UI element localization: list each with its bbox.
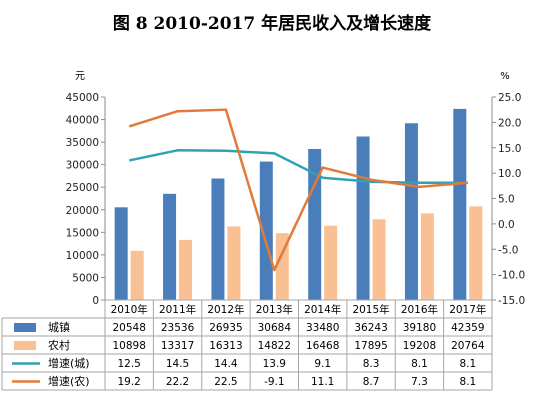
- bar-urban: [211, 178, 225, 300]
- line-series: [128, 108, 468, 272]
- right-axis-unit: %: [500, 71, 510, 82]
- table-value: 8.1: [459, 376, 476, 388]
- legend-swatch: [14, 341, 36, 350]
- chart-title: 图 8 2010-2017 年居民收入及增长速度: [113, 13, 432, 34]
- table-value: 10898: [112, 340, 145, 352]
- table-value: 22.5: [214, 376, 237, 388]
- table-value: 16468: [306, 340, 339, 352]
- bar-urban: [356, 136, 370, 300]
- table-value: 36243: [354, 322, 387, 334]
- right-tick-label: 0.0: [498, 219, 515, 231]
- plot-frame: [104, 97, 493, 301]
- right-tick-label: -15.0: [498, 295, 525, 307]
- bar-rural: [420, 213, 434, 300]
- left-tick-label: 20000: [66, 205, 99, 217]
- table-value: 8.1: [411, 358, 428, 370]
- right-tick-label: 15.0: [498, 143, 521, 155]
- category-label: 2017年: [449, 303, 486, 316]
- table-value: 19208: [403, 340, 436, 352]
- bar-urban: [453, 108, 467, 300]
- table-value: 16313: [209, 340, 242, 352]
- left-tick-label: 25000: [66, 182, 99, 194]
- right-tick-label: 10.0: [498, 168, 521, 180]
- table-value: 23536: [161, 322, 195, 334]
- table-value: 14.4: [214, 358, 238, 370]
- line-rural-growth: [128, 108, 468, 272]
- category-label: 2010年: [111, 303, 148, 316]
- table-value: 8.7: [363, 376, 380, 388]
- right-tick-label: -10.0: [498, 270, 525, 282]
- table-value: 20548: [112, 322, 145, 334]
- bar-rural: [227, 226, 241, 300]
- table-value: 42359: [451, 322, 484, 334]
- table-value: 8.3: [363, 358, 380, 370]
- left-tick-label: 5000: [72, 272, 99, 284]
- left-tick-label: 30000: [66, 160, 99, 172]
- category-label: 2014年: [304, 303, 341, 316]
- table-value: 7.3: [411, 376, 428, 388]
- legend-swatch: [14, 323, 36, 332]
- left-axis-unit: 元: [75, 71, 85, 82]
- right-tick-label: 25.0: [498, 92, 521, 104]
- table-value: 39180: [403, 322, 436, 334]
- left-tick-label: 45000: [66, 92, 99, 104]
- axis-ticks: 0 5000 10000 15000 20000 25000 30000 35000 40000…: [66, 92, 526, 307]
- table-value: 33480: [306, 322, 339, 334]
- table-value: 9.1: [314, 358, 331, 370]
- bar-rural: [469, 206, 483, 300]
- category-label: 2012年: [207, 303, 244, 316]
- bar-urban: [259, 161, 273, 300]
- table-value: 22.2: [166, 376, 189, 388]
- table-value: 13317: [161, 340, 194, 352]
- right-tick-label: 20.0: [498, 117, 521, 129]
- legend-label: 城镇: [48, 320, 70, 334]
- category-label: 2015年: [352, 303, 389, 316]
- line-urban-growth: [128, 149, 468, 185]
- table-value: 20764: [451, 340, 485, 352]
- left-tick-label: 10000: [66, 250, 99, 262]
- category-label: 2011年: [159, 303, 196, 316]
- bar-urban: [404, 123, 418, 300]
- table-value: 11.1: [311, 376, 334, 388]
- table-value: 14822: [258, 340, 291, 352]
- table-value: 30684: [258, 322, 292, 334]
- left-tick-label: 40000: [66, 115, 99, 127]
- legend-label: 农村: [48, 338, 70, 352]
- table-value: 26935: [209, 322, 242, 334]
- bar-rural: [130, 250, 144, 300]
- category-label: 2016年: [401, 303, 438, 316]
- bar-urban: [163, 193, 177, 300]
- table-value: 17895: [354, 340, 387, 352]
- data-table: 2010年 2011年 2012年 2013年 2014年 2015年 2016年 2017年…: [1, 299, 493, 391]
- table-value: -9.1: [264, 376, 285, 388]
- bar-rural: [179, 239, 193, 300]
- legend-label: 增速(农): [48, 374, 90, 388]
- table-value: 19.2: [117, 376, 140, 388]
- bar-rural: [372, 219, 386, 300]
- bar-series: [114, 108, 483, 300]
- table-value: 13.9: [263, 358, 286, 370]
- left-tick-label: 35000: [66, 137, 99, 149]
- table-value: 12.5: [117, 358, 140, 370]
- category-label: 2013年: [256, 303, 293, 316]
- right-tick-label: -5.0: [498, 244, 519, 256]
- left-tick-label: 15000: [66, 227, 99, 239]
- table-value: 8.1: [459, 358, 476, 370]
- bar-urban: [114, 207, 128, 300]
- bar-rural: [275, 233, 289, 300]
- legend-label: 增速(城): [48, 356, 90, 370]
- bar-rural: [324, 225, 338, 300]
- right-tick-label: 5.0: [498, 194, 515, 206]
- left-tick-label: 0: [92, 295, 99, 307]
- bar-urban: [308, 148, 322, 300]
- table-value: 14.5: [166, 358, 189, 370]
